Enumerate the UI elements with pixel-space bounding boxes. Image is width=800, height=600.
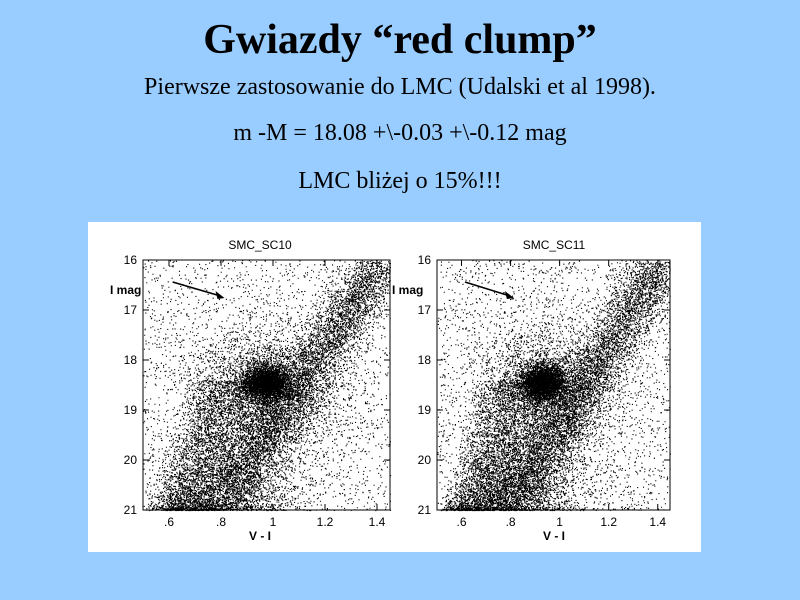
- cmd-figure-svg: SMC_SC10 I mag V - I .6 .8 1 1.2 1.4 16 17 18 19…: [110, 238, 671, 543]
- y-tick-label: 17: [418, 303, 432, 317]
- y-tick-label: 18: [418, 353, 432, 367]
- axis-ticks: .6 .8 1 1.2 1.4 16 17 18 19 20 21: [124, 253, 390, 529]
- x-axis-label: V - I: [249, 529, 271, 543]
- slide-subtitle: Pierwsze zastosowanie do LMC (Udalski et…: [144, 74, 656, 100]
- cmd-figure: SMC_SC10 I mag V - I .6 .8 1 1.2 1.4 16 17 18 19…: [88, 222, 701, 552]
- panel-title: SMC_SC11: [523, 238, 586, 252]
- axis-ticks: .6 .8 1 1.2 1.4 16 17 18 19 20 21: [418, 253, 670, 529]
- y-tick-label: 20: [418, 453, 432, 467]
- x-tick-label: 1: [556, 515, 563, 529]
- x-tick-label: .6: [457, 515, 467, 529]
- slide-title: Gwiazdy “red clump”: [203, 17, 597, 63]
- scatter-points: [143, 260, 392, 512]
- plot-frame: [436, 259, 671, 511]
- y-tick-label: 17: [124, 303, 138, 317]
- x-tick-label: .6: [164, 515, 174, 529]
- x-tick-label: 1.2: [600, 515, 617, 529]
- y-tick-label: 19: [418, 403, 432, 417]
- y-tick-label: 21: [124, 503, 138, 517]
- x-tick-label: .8: [506, 515, 516, 529]
- x-tick-label: 1: [270, 515, 277, 529]
- red-clump-arrow: [172, 281, 221, 297]
- y-tick-label: 21: [418, 503, 432, 517]
- red-clump-arrow-head: [504, 291, 514, 299]
- x-tick-label: 1.4: [369, 515, 386, 529]
- y-axis-label: I mag: [110, 283, 141, 297]
- y-tick-label: 16: [124, 253, 138, 267]
- distance-modulus-text: m -M = 18.08 +\-0.03 +\-0.12 mag: [233, 120, 567, 146]
- x-tick-label: .8: [216, 515, 226, 529]
- y-tick-label: 16: [418, 253, 432, 267]
- plot-frame: [142, 259, 391, 511]
- y-tick-label: 18: [124, 353, 138, 367]
- cmd-panel-smc-sc11: SMC_SC11 I mag V - I .6 .8 1 1.2 1.4 16 17 18 19…: [392, 238, 671, 543]
- star-points: [437, 260, 671, 512]
- x-tick-label: 1.2: [317, 515, 334, 529]
- panel-title: SMC_SC10: [228, 238, 292, 252]
- x-tick-label: 1.4: [649, 515, 666, 529]
- scatter-points: [437, 260, 671, 512]
- y-tick-label: 19: [124, 403, 138, 417]
- y-axis-label: I mag: [392, 283, 423, 297]
- red-clump-arrow-head: [215, 291, 225, 299]
- x-axis-label: V - I: [543, 529, 565, 543]
- cmd-panel-smc-sc10: SMC_SC10 I mag V - I .6 .8 1 1.2 1.4 16 17 18 19…: [110, 238, 392, 543]
- star-points: [143, 260, 392, 512]
- red-clump-arrow: [464, 281, 511, 297]
- lmc-closer-text: LMC bliżej o 15%!!!: [298, 168, 502, 194]
- y-tick-label: 20: [124, 453, 138, 467]
